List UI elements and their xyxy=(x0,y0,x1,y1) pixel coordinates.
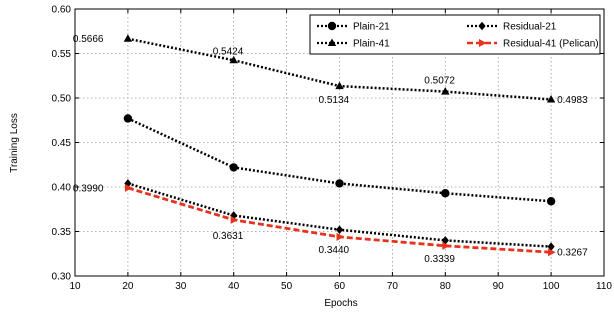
legend-marker-residual-21 xyxy=(478,21,486,31)
y-tick-label: 0.50 xyxy=(52,94,72,105)
data-series xyxy=(123,34,556,257)
y-tick-label: 0.35 xyxy=(52,227,72,238)
data-point-residual-21 xyxy=(547,242,555,251)
x-tick-label: 60 xyxy=(334,281,346,292)
y-tick-label: 0.40 xyxy=(52,183,72,194)
legend-marker-plain-41 xyxy=(327,38,337,46)
x-tick-label: 10 xyxy=(69,281,81,292)
data-point-residual-41-pelican xyxy=(548,248,556,257)
data-label: 0.5134 xyxy=(319,95,350,106)
legend-label-residual-41-pelican: Residual-41 (Pelican) xyxy=(503,39,599,50)
legend-marker-residual-41-pelican xyxy=(479,39,487,47)
x-tick-label: 30 xyxy=(175,281,187,292)
y-axis-title: Training Loss xyxy=(9,113,20,173)
data-point-plain-21 xyxy=(123,114,133,123)
legend-label-residual-21: Residual-21 xyxy=(503,22,557,33)
legend-label-plain-21: Plain-21 xyxy=(353,22,390,33)
data-label: 0.5072 xyxy=(424,76,455,87)
data-point-residual-41-pelican xyxy=(442,241,450,250)
data-label: 0.3990 xyxy=(73,183,104,194)
x-tick-label: 110 xyxy=(596,281,612,292)
x-tick-label: 50 xyxy=(281,281,293,292)
series-line-plain-21 xyxy=(127,117,552,203)
data-label: 0.4983 xyxy=(557,95,588,106)
y-tick-label: 0.60 xyxy=(52,5,72,16)
data-label: 0.5424 xyxy=(213,46,244,57)
x-tick-label: 90 xyxy=(493,281,505,292)
data-point-residual-21 xyxy=(441,236,449,245)
data-point-plain-41 xyxy=(546,95,556,103)
x-tick-label: 20 xyxy=(122,281,134,292)
x-tick-label: 40 xyxy=(228,281,240,292)
data-point-residual-41-pelican xyxy=(230,215,239,224)
data-label: 0.3339 xyxy=(424,254,455,265)
data-annotations: 0.5666 0.5424 0.5134 0.5072 0.4983 0.3990 0.36… xyxy=(73,34,588,265)
data-point-plain-41 xyxy=(229,55,238,64)
x-tick-label: 70 xyxy=(387,281,399,292)
x-tick-label: 100 xyxy=(543,281,560,292)
axes: 10 20 30 40 50 60 70 80 90 100 110 0.30 0.35 0.40 0.45… xyxy=(52,5,613,293)
legend-label-plain-41: Plain-41 xyxy=(353,39,390,50)
data-label: 0.5666 xyxy=(73,34,104,45)
y-tick-label: 0.45 xyxy=(52,138,72,149)
x-axis-title: Epochs xyxy=(324,298,357,309)
data-point-plain-21 xyxy=(229,163,238,172)
data-label: 0.3631 xyxy=(213,231,244,242)
legend-box xyxy=(309,14,601,55)
data-point-plain-21 xyxy=(441,189,450,198)
data-point-plain-41 xyxy=(123,34,133,42)
data-point-plain-21 xyxy=(335,179,344,188)
data-point-plain-41 xyxy=(441,87,450,95)
y-tick-label: 0.55 xyxy=(52,49,72,60)
data-label: 0.3440 xyxy=(319,245,350,256)
legend: Plain-21 Plain-41 Residual-21 Residual-41 (… xyxy=(309,14,601,55)
x-tick-label: 80 xyxy=(440,281,452,292)
data-point-plain-21 xyxy=(546,197,556,206)
y-tick-label: 0.30 xyxy=(52,272,72,283)
data-point-plain-41 xyxy=(335,81,344,90)
data-point-residual-21 xyxy=(335,225,344,235)
data-label: 0.3267 xyxy=(557,248,588,259)
legend-marker-plain-21 xyxy=(327,21,337,31)
data-point-residual-41-pelican xyxy=(124,183,133,192)
data-point-residual-41-pelican xyxy=(336,232,344,241)
